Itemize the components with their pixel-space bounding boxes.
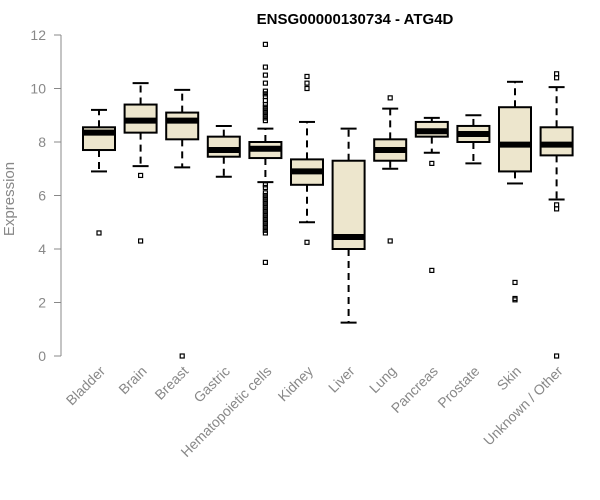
box-iqr [165, 111, 200, 141]
x-category-label: Breast [151, 363, 191, 403]
outlier-point [262, 112, 268, 118]
outlier-point [553, 71, 560, 77]
x-category-label: Liver [325, 363, 358, 396]
outlier-point [262, 115, 268, 121]
outlier-point [262, 72, 268, 78]
outlier-point [262, 211, 268, 217]
box-iqr [206, 135, 241, 158]
outlier-point [262, 200, 268, 207]
outlier-point [512, 297, 518, 303]
outlier-point [262, 182, 268, 188]
box-group [290, 73, 324, 245]
outlier-point [262, 97, 268, 104]
outlier-point [262, 91, 268, 97]
x-category-label: Kidney [275, 363, 317, 405]
x-category-label: Bladder [63, 363, 109, 409]
outlier-point [304, 80, 310, 86]
outlier-point [262, 214, 268, 220]
x-category-label: Unknown / Other [480, 363, 566, 449]
outlier-point [262, 230, 268, 236]
outlier-point [262, 190, 268, 196]
outlier-point [429, 267, 435, 273]
outlier-point [553, 202, 560, 208]
outlier-point [429, 160, 435, 166]
outlier-point [304, 85, 310, 92]
y-tick-label: 6 [38, 188, 46, 204]
outlier-point [262, 198, 268, 204]
outlier-point [262, 184, 268, 191]
outlier-point [262, 101, 268, 108]
outlier-point [304, 73, 310, 80]
outlier-point [262, 41, 268, 47]
box-group [498, 80, 532, 303]
box-group [414, 116, 449, 273]
x-category-label: Skin [494, 363, 525, 394]
outlier-point [96, 230, 102, 236]
outlier-point [179, 353, 185, 359]
outlier-point [262, 64, 268, 70]
boxes [82, 41, 574, 359]
outlier-point [512, 279, 518, 286]
box-group [82, 108, 116, 236]
chart-title: ENSG00000130734 - ATG4D [257, 11, 454, 28]
outlier-point [387, 238, 393, 244]
y-tick-label: 2 [38, 295, 46, 311]
outlier-point [262, 88, 268, 94]
outlier-point [262, 80, 268, 86]
outlier-point [262, 208, 268, 215]
outlier-point [138, 238, 144, 244]
outlier-point [262, 206, 268, 212]
outlier-point [262, 195, 268, 201]
y-tick-label: 10 [30, 81, 46, 97]
outlier-point [262, 219, 268, 225]
outlier-point [262, 107, 268, 113]
y-axis: 0 2 4 6 8 10 12 [30, 27, 62, 364]
y-axis-label: Expression [1, 162, 18, 236]
box-group [248, 41, 283, 265]
outlier-point [553, 353, 560, 359]
outlier-point [138, 172, 144, 179]
box-group [331, 127, 366, 324]
outlier-point [553, 206, 560, 212]
box-group [165, 88, 200, 359]
box-group [539, 71, 574, 359]
outlier-point [262, 216, 268, 223]
y-tick-label: 8 [38, 134, 46, 150]
outlier-point [304, 239, 310, 245]
outlier-point [262, 203, 268, 209]
outlier-point [387, 95, 393, 101]
x-category-label: Lung [366, 363, 399, 396]
x-category-label: Prostate [434, 363, 482, 411]
outlier-point [262, 259, 268, 265]
outlier-point [262, 227, 268, 233]
x-category-label: Brain [115, 363, 149, 397]
y-tick-label: 12 [30, 27, 46, 43]
outlier-point [553, 75, 560, 81]
outlier-point [262, 109, 268, 116]
box-iqr [539, 126, 574, 157]
outlier-point [262, 192, 268, 199]
box-group [206, 124, 241, 178]
y-tick-label: 4 [38, 241, 46, 257]
outlier-point [262, 117, 268, 124]
box-group [456, 114, 491, 165]
y-tick-label: 0 [38, 348, 46, 364]
box-group [373, 95, 408, 244]
outlier-point [262, 104, 268, 110]
box-group [123, 82, 158, 244]
box-iqr [498, 106, 532, 173]
outlier-point [262, 93, 268, 100]
outlier-point [262, 225, 268, 231]
outlier-point [262, 222, 268, 228]
